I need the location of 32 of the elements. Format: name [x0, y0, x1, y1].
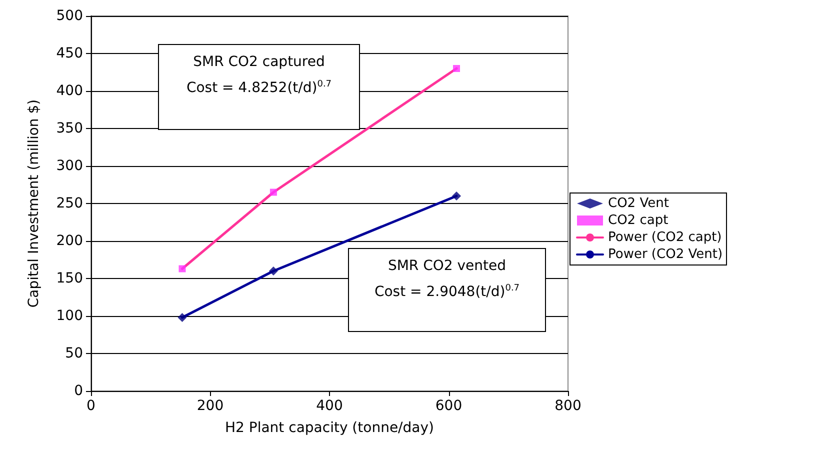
- y-tick-label: 250: [56, 196, 83, 212]
- y-tick-label: 50: [65, 346, 83, 362]
- point: [178, 313, 187, 322]
- x-tick-label: 600: [435, 398, 462, 414]
- text-box: SMR CO2 captured Cost = 4.8252(t/d)$^{0.7}$: [158, 44, 360, 130]
- legend-label: Power (CO2 Vent): [608, 247, 723, 262]
- x-tick-label: 200: [196, 398, 224, 414]
- y-tick-label: 500: [56, 8, 83, 24]
- point: [268, 266, 278, 276]
- point: [452, 192, 461, 200]
- y-tick-label: 400: [56, 83, 83, 99]
- legend-label: CO2 Vent: [608, 196, 669, 211]
- x-axis-title: H2 Plant capacity (tonne/day): [225, 420, 434, 436]
- y-tick-label: 200: [56, 233, 83, 249]
- y-tick-label: 0: [74, 383, 83, 399]
- annotation: SMR CO2 vented Cost = 2.9048(t/d)$^{0.7}$: [374, 258, 520, 300]
- x-tick-label: 0: [86, 398, 96, 414]
- point: [270, 188, 277, 196]
- y-tick-label: 100: [56, 308, 83, 324]
- legend-label: CO2 capt: [608, 213, 668, 228]
- y-tick-label: 450: [56, 46, 83, 62]
- annotation: SMR CO2 captured Cost = 4.8252(t/d)$^{0.7}$: [186, 54, 332, 96]
- y-tick-label: 300: [56, 158, 83, 174]
- legend-label: Power (CO2 capt): [608, 230, 722, 245]
- point: [453, 65, 460, 72]
- point: [178, 265, 186, 272]
- y-tick-label: 350: [56, 120, 83, 136]
- text-box: SMR CO2 vented Cost = 2.9048(t/d)$^{0.7}$: [348, 248, 546, 332]
- y-axis-title: Capital Investment (million $): [26, 99, 42, 308]
- y-tick-label: 150: [56, 270, 83, 286]
- x-tick-label: 800: [554, 398, 582, 414]
- x-tick-label: 400: [316, 398, 343, 414]
